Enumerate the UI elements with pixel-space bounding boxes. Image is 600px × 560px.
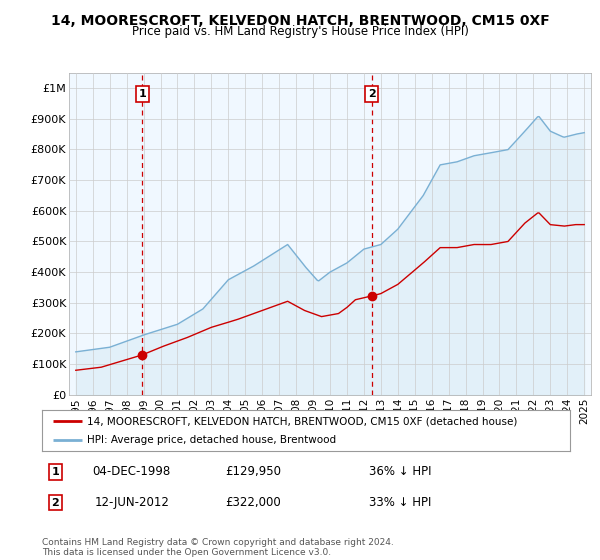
Text: 2: 2 xyxy=(368,89,376,99)
Text: £322,000: £322,000 xyxy=(226,496,281,509)
Text: Contains HM Land Registry data © Crown copyright and database right 2024.
This d: Contains HM Land Registry data © Crown c… xyxy=(42,538,394,557)
Text: £129,950: £129,950 xyxy=(225,465,281,478)
Text: 04-DEC-1998: 04-DEC-1998 xyxy=(92,465,171,478)
Text: HPI: Average price, detached house, Brentwood: HPI: Average price, detached house, Bren… xyxy=(87,435,336,445)
Text: 1: 1 xyxy=(139,89,146,99)
Text: 36% ↓ HPI: 36% ↓ HPI xyxy=(370,465,432,478)
Text: 1: 1 xyxy=(52,467,59,477)
Text: 12-JUN-2012: 12-JUN-2012 xyxy=(94,496,169,509)
Text: 14, MOORESCROFT, KELVEDON HATCH, BRENTWOOD, CM15 0XF: 14, MOORESCROFT, KELVEDON HATCH, BRENTWO… xyxy=(50,14,550,28)
Text: 33% ↓ HPI: 33% ↓ HPI xyxy=(370,496,432,509)
Text: Price paid vs. HM Land Registry's House Price Index (HPI): Price paid vs. HM Land Registry's House … xyxy=(131,25,469,38)
Text: 14, MOORESCROFT, KELVEDON HATCH, BRENTWOOD, CM15 0XF (detached house): 14, MOORESCROFT, KELVEDON HATCH, BRENTWO… xyxy=(87,417,517,426)
Text: 2: 2 xyxy=(52,498,59,507)
